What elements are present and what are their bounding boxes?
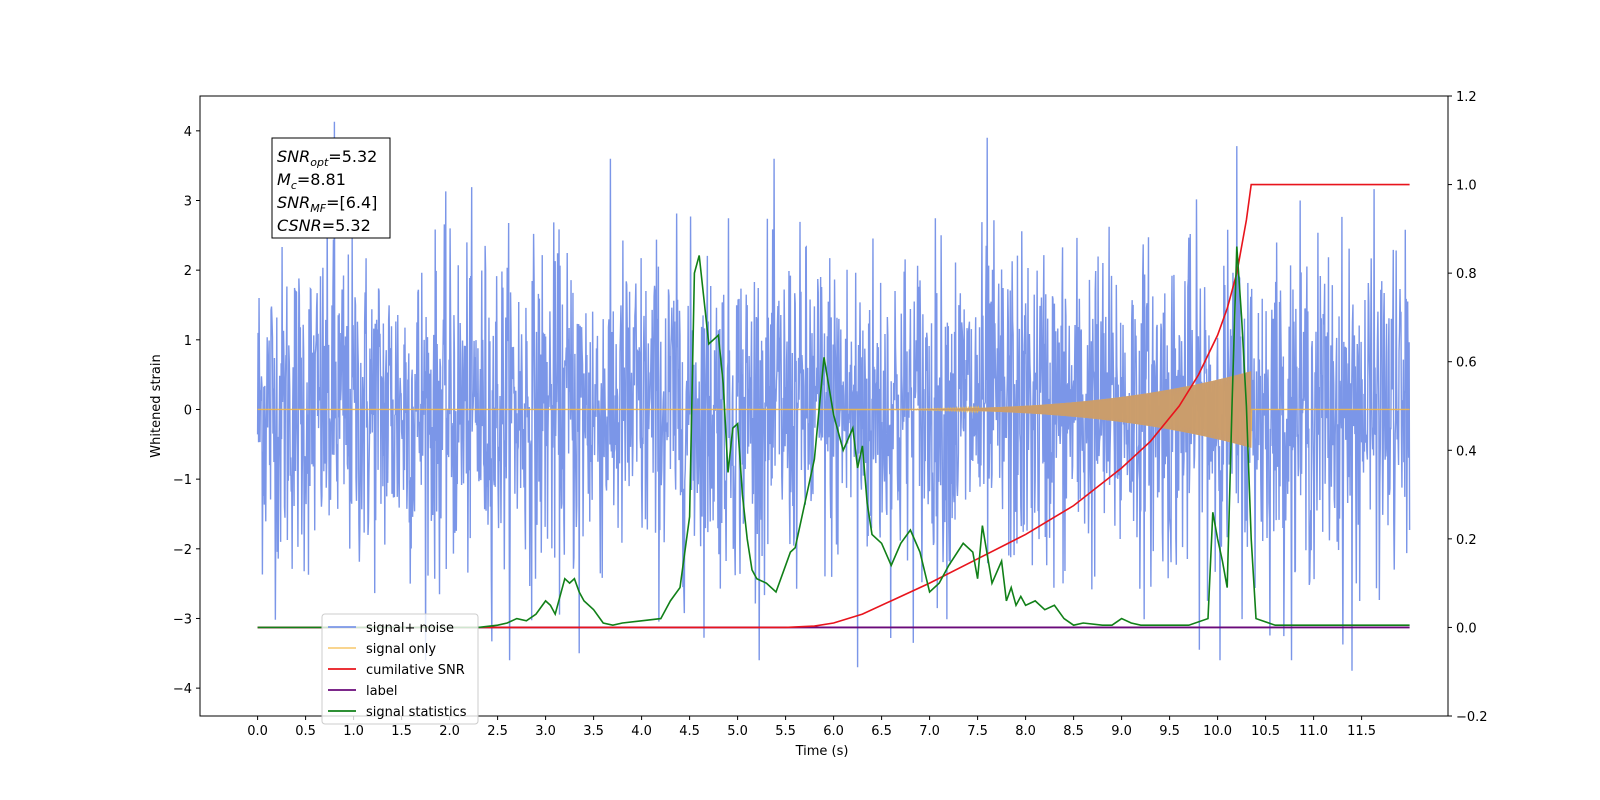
x-tick-label: 11.5 [1347, 724, 1376, 739]
y-left-tick-label: −3 [173, 612, 192, 627]
legend-label: cumilative SNR [366, 663, 465, 678]
axes-frame [199, 95, 1449, 717]
annotation-line: Mc=8.81 [277, 170, 346, 192]
y-right-tick-label: −0.2 [1456, 710, 1488, 725]
y-right-tick-label: 0.4 [1456, 444, 1477, 459]
x-tick-label: 0.0 [247, 724, 268, 739]
series-signal-statistics [257, 246, 1410, 629]
x-tick-label: 3.0 [535, 724, 556, 739]
series-signal-only-envelope [833, 371, 1252, 448]
y-left-tick-label: −2 [173, 543, 192, 558]
x-tick-label: 2.0 [439, 724, 460, 739]
annotation-line: CSNR=5.32 [277, 216, 371, 235]
x-tick-label: 6.5 [871, 724, 892, 739]
y-left-tick-label: −4 [173, 682, 192, 697]
y-right-tick-label: 0.6 [1456, 356, 1477, 371]
y-left-tick-label: 4 [184, 125, 192, 140]
x-tick-label: 1.0 [343, 724, 364, 739]
x-tick-label: 4.0 [631, 724, 652, 739]
y-left-tick-label: 2 [184, 264, 192, 279]
x-tick-label: 1.5 [391, 724, 412, 739]
x-tick-label: 10.0 [1203, 724, 1232, 739]
y-right-tick-label: 0.2 [1456, 533, 1477, 548]
x-tick-label: 4.5 [679, 724, 700, 739]
series-signal-noise [256, 121, 1411, 671]
y-left-tick-label: 3 [184, 194, 192, 209]
y-right-tick-label: 1.0 [1456, 179, 1477, 194]
x-tick-label: 3.5 [583, 724, 604, 739]
x-tick-label: 5.5 [775, 724, 796, 739]
y-right-tick-label: 0.8 [1456, 267, 1477, 282]
x-axis-label: Time (s) [795, 744, 849, 759]
x-tick-label: 2.5 [487, 724, 508, 739]
x-tick-label: 7.5 [967, 724, 988, 739]
legend-label: signal only [366, 642, 436, 657]
legend-label: label [366, 684, 397, 699]
x-tick-label: 10.5 [1251, 724, 1280, 739]
annotation-box [271, 137, 391, 239]
annotation-line: SNRopt=5.32 [277, 147, 377, 169]
x-tick-label: 8.0 [1015, 724, 1036, 739]
legend-label: signal statistics [366, 705, 467, 720]
y-axis-label-left: Whitened strain [149, 354, 164, 457]
x-tick-label: 5.0 [727, 724, 748, 739]
x-tick-label: 8.5 [1063, 724, 1084, 739]
y-right-tick-label: 0.0 [1456, 621, 1477, 636]
y-left-tick-label: 1 [184, 334, 192, 349]
legend-label: signal+ noise [366, 621, 454, 636]
x-tick-label: 9.5 [1159, 724, 1180, 739]
y-left-tick-label: −1 [173, 473, 192, 488]
x-tick-label: 0.5 [295, 724, 316, 739]
y-right-tick-label: 1.2 [1456, 90, 1477, 105]
annotation-line: SNRMF=[6.4] [277, 193, 377, 215]
x-tick-label: 7.0 [919, 724, 940, 739]
legend-box [321, 613, 479, 725]
x-tick-label: 9.0 [1111, 724, 1132, 739]
series-cumulative-snr [257, 183, 1410, 629]
x-tick-label: 11.0 [1299, 724, 1328, 739]
x-tick-label: 6.0 [823, 724, 844, 739]
y-left-tick-label: 0 [184, 403, 192, 418]
